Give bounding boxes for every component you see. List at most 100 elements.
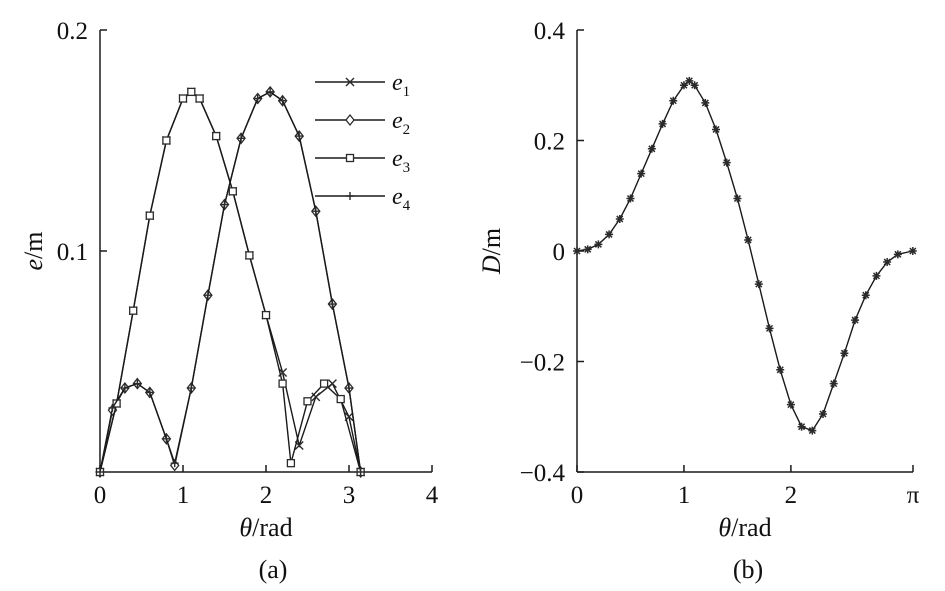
legend-a: e1 e2 e3 e4 xyxy=(315,70,411,214)
data-point-0-2-6 xyxy=(187,87,196,97)
data-point-1-0-30 xyxy=(883,258,892,267)
series-group-b xyxy=(573,76,917,435)
series-line-0-2 xyxy=(99,91,362,473)
series-line-0-0 xyxy=(99,91,362,473)
data-point-0-2-5 xyxy=(178,94,188,103)
data-point-0-3-1 xyxy=(108,403,117,412)
x-axis-label-b: θ/rad xyxy=(718,513,771,542)
data-point-1-0-10 xyxy=(679,81,688,90)
data-point-0-3-0 xyxy=(96,468,104,476)
data-point-1-0-18 xyxy=(754,280,763,289)
panel-caption-b: (b) xyxy=(733,555,763,584)
data-point-1-0-29 xyxy=(872,271,881,280)
legend-label-3: e4 xyxy=(392,184,411,214)
legend-subscript-2: 3 xyxy=(403,160,411,176)
ticks-a xyxy=(99,29,433,472)
panel-a: 0 1 2 3 4 0.1 0.2 e1 e2 e3 e4 θ/rad e/m (a) xyxy=(19,18,439,584)
data-point-1-0-27 xyxy=(851,316,860,325)
data-point-1-0-6 xyxy=(637,169,646,178)
data-point-0-3-6 xyxy=(170,459,179,468)
x-tick-label-0-4: 4 xyxy=(426,482,439,509)
data-point-0-2-15 xyxy=(319,379,329,388)
data-point-0-2-10 xyxy=(245,251,254,260)
data-point-0-2-11 xyxy=(261,310,271,320)
y-axis-label-a: e/m xyxy=(19,232,48,271)
data-point-1-0-5 xyxy=(626,194,635,203)
legend-entry-3: e4 xyxy=(315,184,411,214)
y-tick-label-1-0: −0.4 xyxy=(520,460,566,487)
legend-marker-3 xyxy=(346,192,354,200)
data-point-0-3-13 xyxy=(278,96,287,105)
data-point-0-3-15 xyxy=(311,207,320,216)
series-line-0-1 xyxy=(99,91,362,473)
data-point-0-3-16 xyxy=(328,300,337,309)
data-point-0-2-9 xyxy=(228,187,237,196)
data-point-0-3-14 xyxy=(295,132,304,141)
data-point-0-2-7 xyxy=(195,94,204,103)
data-point-0-3-8 xyxy=(203,291,212,300)
legend-label-2: e3 xyxy=(392,146,410,176)
data-point-0-0-15 xyxy=(327,379,337,389)
data-point-0-0-14 xyxy=(311,392,321,402)
y-axis-label-b: D/m xyxy=(477,228,506,275)
data-point-1-0-24 xyxy=(818,409,827,418)
series-0-0 xyxy=(95,87,366,477)
data-point-1-0-9 xyxy=(669,96,678,105)
data-point-1-0-12 xyxy=(690,81,699,90)
panel-b: 0 1 2 π −0.4 −0.2 0 0.2 0.4 θ/rad D/m (b) xyxy=(477,18,920,584)
data-point-1-0-31 xyxy=(893,250,902,259)
data-point-0-3-11 xyxy=(253,94,262,103)
ticks-b xyxy=(576,29,914,473)
legend-entry-0: e1 xyxy=(315,70,410,100)
data-point-1-0-32 xyxy=(908,247,917,255)
panel-caption-a: (a) xyxy=(259,555,288,584)
data-point-0-3-9 xyxy=(220,200,229,209)
data-point-1-0-14 xyxy=(712,125,721,134)
data-point-1-0-26 xyxy=(840,349,849,358)
series-line-0-3 xyxy=(99,91,362,473)
data-point-1-0-22 xyxy=(797,422,806,431)
data-point-1-0-2 xyxy=(594,240,603,249)
data-point-0-2-1 xyxy=(112,399,121,408)
data-point-0-3-4 xyxy=(145,388,154,397)
data-point-0-2-8 xyxy=(212,131,221,141)
y-tick-label-1-2: 0 xyxy=(553,239,566,266)
x-tick-label-0-0: 0 xyxy=(94,482,107,509)
x-tick-label-1-0: 0 xyxy=(571,482,584,509)
legend-subscript-3: 4 xyxy=(403,198,411,214)
data-point-1-0-16 xyxy=(733,194,742,203)
legend-subscript-0: 1 xyxy=(403,84,411,100)
data-point-0-2-4 xyxy=(162,136,171,145)
data-point-0-2-13 xyxy=(286,459,296,468)
data-point-1-0-17 xyxy=(744,235,753,244)
data-point-1-0-25 xyxy=(829,379,838,388)
series-0-1 xyxy=(95,85,366,479)
legend-marker-0 xyxy=(345,77,355,87)
series-0-2 xyxy=(95,87,365,477)
data-point-0-3-17 xyxy=(345,384,353,393)
data-point-1-0-3 xyxy=(605,230,614,239)
legend-subscript-1: 2 xyxy=(403,122,411,138)
data-point-0-3-3 xyxy=(133,379,142,388)
x-tick-label-0-3: 3 xyxy=(343,482,356,509)
x-tick-label-1-1: 1 xyxy=(678,482,691,509)
data-point-1-0-4 xyxy=(615,214,624,223)
data-point-0-2-16 xyxy=(336,394,345,404)
series-group-a xyxy=(95,85,366,479)
tick-labels-a: 0 1 2 3 4 0.1 0.2 xyxy=(57,18,439,509)
data-point-0-3-2 xyxy=(120,384,129,393)
data-point-1-0-19 xyxy=(765,324,774,333)
data-point-0-2-14 xyxy=(303,397,312,406)
tick-labels-b: 0 1 2 π −0.4 −0.2 0 0.2 0.4 xyxy=(520,18,920,509)
y-tick-label-1-3: 0.2 xyxy=(534,129,565,156)
data-point-1-0-28 xyxy=(861,291,870,300)
data-point-1-0-0 xyxy=(573,247,581,255)
data-point-0-3-10 xyxy=(237,134,246,143)
x-tick-label-1-3: π xyxy=(907,482,920,509)
data-point-1-0-20 xyxy=(776,365,785,374)
data-point-0-3-18 xyxy=(356,468,365,476)
data-point-0-3-7 xyxy=(187,384,196,393)
series-1-0 xyxy=(573,76,917,435)
data-point-0-2-3 xyxy=(145,211,154,220)
series-line-1-0 xyxy=(576,79,913,432)
